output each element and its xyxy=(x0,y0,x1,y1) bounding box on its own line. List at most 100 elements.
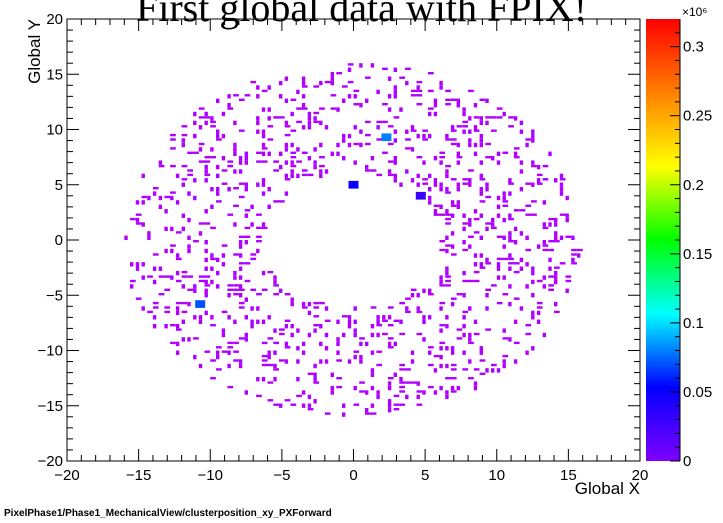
heatmap-bin xyxy=(468,279,474,283)
heatmap-bin xyxy=(376,89,380,95)
heatmap-bin xyxy=(221,328,226,333)
heatmap-bin xyxy=(370,306,377,309)
heatmap-bin xyxy=(428,350,432,355)
heatmap-bin xyxy=(450,385,455,391)
heatmap-bin xyxy=(296,346,300,351)
heatmap-bin xyxy=(256,377,260,382)
heatmap-bin xyxy=(485,98,489,103)
heatmap-bin xyxy=(554,240,560,243)
heatmap-bin xyxy=(428,107,434,110)
heatmap-bin xyxy=(175,324,180,329)
heatmap-bin xyxy=(256,151,262,154)
heatmap-bin xyxy=(227,350,231,355)
heatmap-bin xyxy=(193,337,199,340)
heatmap-bin xyxy=(387,125,394,128)
heatmap-bin xyxy=(238,129,245,132)
heatmap-bin xyxy=(405,67,411,70)
heatmap-bin xyxy=(181,213,185,218)
heatmap-bin xyxy=(290,142,294,148)
heatmap-bin xyxy=(548,151,552,156)
heatmap-bin xyxy=(296,359,300,364)
heatmap-bin xyxy=(290,156,297,159)
heatmap-bin xyxy=(267,85,271,90)
heatmap-bin xyxy=(450,390,457,393)
x-tick-label: 20 xyxy=(632,467,649,484)
heatmap-bin xyxy=(496,257,503,261)
heatmap-bin xyxy=(416,182,420,187)
heatmap-bin xyxy=(479,116,483,121)
heatmap-bin xyxy=(170,138,176,141)
heatmap-bin xyxy=(479,372,486,375)
heatmap-bin xyxy=(473,103,478,108)
heatmap-bin xyxy=(445,315,449,320)
heatmap-bin xyxy=(198,319,203,324)
heatmap-bin xyxy=(485,142,491,146)
heatmap-bin xyxy=(450,244,455,249)
heatmap-bin xyxy=(496,262,501,267)
heatmap-bin xyxy=(502,354,509,358)
heatmap-bin xyxy=(313,399,317,404)
heatmap-bin xyxy=(279,164,283,170)
heatmap-bin xyxy=(513,297,520,300)
heatmap-bin xyxy=(393,408,400,411)
heatmap-bin xyxy=(416,381,420,386)
heatmap-bin xyxy=(347,80,354,84)
heatmap-bin xyxy=(347,67,352,72)
heatmap-bin xyxy=(359,129,363,134)
heatmap-bin xyxy=(405,138,411,141)
heatmap-bin xyxy=(198,147,203,152)
heatmap-bin xyxy=(147,310,153,314)
heatmap-bin xyxy=(313,164,317,170)
heatmap-bin xyxy=(410,359,415,364)
heatmap-bin xyxy=(491,116,497,119)
heatmap-bin xyxy=(290,297,294,302)
heatmap-bin xyxy=(216,284,220,289)
heatmap-bin xyxy=(382,120,388,124)
heatmap-bin xyxy=(170,164,176,168)
heatmap-bin xyxy=(416,332,423,336)
heatmap-bin xyxy=(210,324,216,327)
heatmap-bin xyxy=(468,337,472,342)
heatmap-bin xyxy=(542,164,549,168)
heatmap-bin xyxy=(290,111,294,117)
heatmap-bin xyxy=(210,253,214,258)
heatmap-bin xyxy=(513,319,518,324)
heatmap-bin xyxy=(365,120,371,124)
heatmap-bin xyxy=(387,341,392,347)
heatmap-bin xyxy=(485,368,489,373)
heatmap-bin xyxy=(261,178,266,183)
heatmap-bin xyxy=(336,359,342,362)
heatmap-bin xyxy=(170,195,174,201)
heatmap-bin xyxy=(548,284,554,287)
heatmap-bin xyxy=(261,341,268,345)
heatmap-bin xyxy=(479,350,483,355)
heatmap-bin xyxy=(250,80,257,84)
heatmap-bin xyxy=(468,235,474,238)
heatmap-bin xyxy=(548,217,554,221)
heatmap-bin xyxy=(221,244,228,247)
heatmap-bin xyxy=(365,76,371,79)
heatmap-bin xyxy=(233,187,239,190)
heatmap-bin xyxy=(370,332,375,338)
heatmap-bin xyxy=(387,94,392,99)
heatmap-bin xyxy=(445,394,449,400)
heatmap-bin xyxy=(187,191,191,196)
heatmap-bin xyxy=(387,337,394,340)
heatmap-bin xyxy=(261,359,268,362)
heatmap-bin xyxy=(536,319,541,324)
heatmap-bin xyxy=(238,288,245,291)
heatmap-bin xyxy=(376,363,383,367)
heatmap-bin xyxy=(152,191,157,196)
heatmap-bin xyxy=(485,187,489,192)
heatmap-bin xyxy=(284,359,289,364)
heatmap-bin xyxy=(393,394,400,398)
heatmap-bin xyxy=(319,142,323,148)
heatmap-bin xyxy=(244,235,251,238)
heatmap-bin xyxy=(313,315,320,318)
heatmap-bin xyxy=(152,253,159,256)
heatmap-bin xyxy=(313,372,317,377)
heatmap-bin xyxy=(301,80,306,86)
heatmap-bin xyxy=(479,200,486,203)
heatmap-bin xyxy=(559,173,564,179)
heatmap-bin xyxy=(445,279,451,283)
